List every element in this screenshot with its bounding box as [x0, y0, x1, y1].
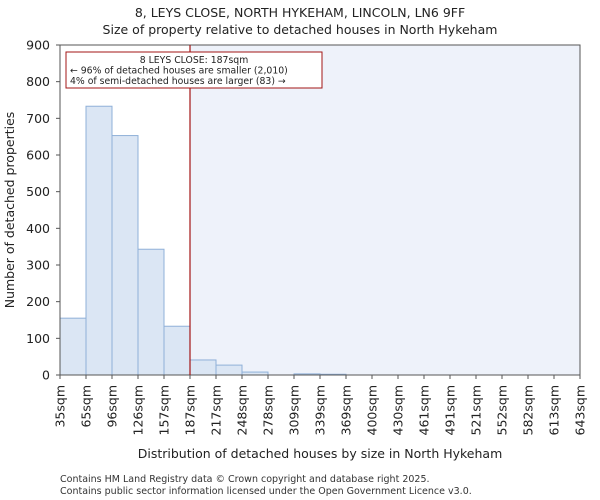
- y-tick-label: 700: [26, 111, 50, 126]
- x-tick-label: 552sqm: [495, 385, 510, 435]
- bar: [111, 135, 139, 376]
- footer-copyright: Contains HM Land Registry data © Crown c…: [60, 474, 430, 485]
- y-tick-label: 600: [26, 148, 50, 163]
- x-tick-label: 430sqm: [391, 385, 406, 435]
- highlight-region: [190, 45, 580, 375]
- x-tick-label: 278sqm: [261, 385, 276, 435]
- y-tick-label: 500: [26, 184, 50, 199]
- chart-title: 8, LEYS CLOSE, NORTH HYKEHAM, LINCOLN, L…: [134, 5, 466, 20]
- y-axis-label: Number of detached properties: [2, 112, 17, 309]
- y-tick-label: 800: [26, 74, 50, 89]
- x-tick-label: 582sqm: [521, 385, 536, 435]
- x-tick-label: 65sqm: [79, 385, 94, 428]
- footer-licence: Contains public sector information licen…: [60, 486, 472, 497]
- y-tick-label: 100: [26, 331, 50, 346]
- x-tick-label: 126sqm: [131, 385, 146, 435]
- bar: [189, 359, 217, 376]
- x-tick-label: 400sqm: [365, 385, 380, 435]
- bar: [85, 105, 113, 376]
- y-tick-label: 900: [26, 38, 50, 53]
- y-tick-label: 200: [26, 294, 50, 309]
- x-tick-label: 369sqm: [339, 385, 354, 435]
- y-tick-label: 300: [26, 258, 50, 273]
- y-tick-label: 400: [26, 221, 50, 236]
- bar: [59, 317, 87, 376]
- annotation-line: 4% of semi-detached houses are larger (8…: [70, 76, 286, 87]
- x-axis-label: Distribution of detached houses by size …: [138, 446, 503, 461]
- x-tick-label: 643sqm: [573, 385, 588, 435]
- x-tick-label: 491sqm: [443, 385, 458, 435]
- x-tick-label: 309sqm: [287, 385, 302, 435]
- x-tick-label: 96sqm: [105, 385, 120, 428]
- chart-subtitle: Size of property relative to detached ho…: [102, 22, 498, 37]
- bar: [215, 364, 243, 376]
- x-tick-label: 187sqm: [183, 385, 198, 435]
- x-tick-label: 217sqm: [209, 385, 224, 435]
- x-tick-label: 157sqm: [157, 385, 172, 435]
- x-tick-label: 461sqm: [417, 385, 432, 435]
- bar: [163, 325, 191, 376]
- y-tick-label: 0: [42, 368, 50, 383]
- x-tick-label: 248sqm: [235, 385, 250, 435]
- x-tick-label: 35sqm: [53, 385, 68, 428]
- annotation-box: [65, 51, 323, 89]
- annotation-line: ← 96% of detached houses are smaller (2,…: [70, 66, 288, 77]
- bar: [137, 248, 165, 376]
- x-tick-label: 521sqm: [469, 385, 484, 435]
- x-tick-label: 613sqm: [547, 385, 562, 435]
- x-tick-label: 339sqm: [313, 385, 328, 435]
- annotation-line: 8 LEYS CLOSE: 187sqm: [140, 55, 249, 66]
